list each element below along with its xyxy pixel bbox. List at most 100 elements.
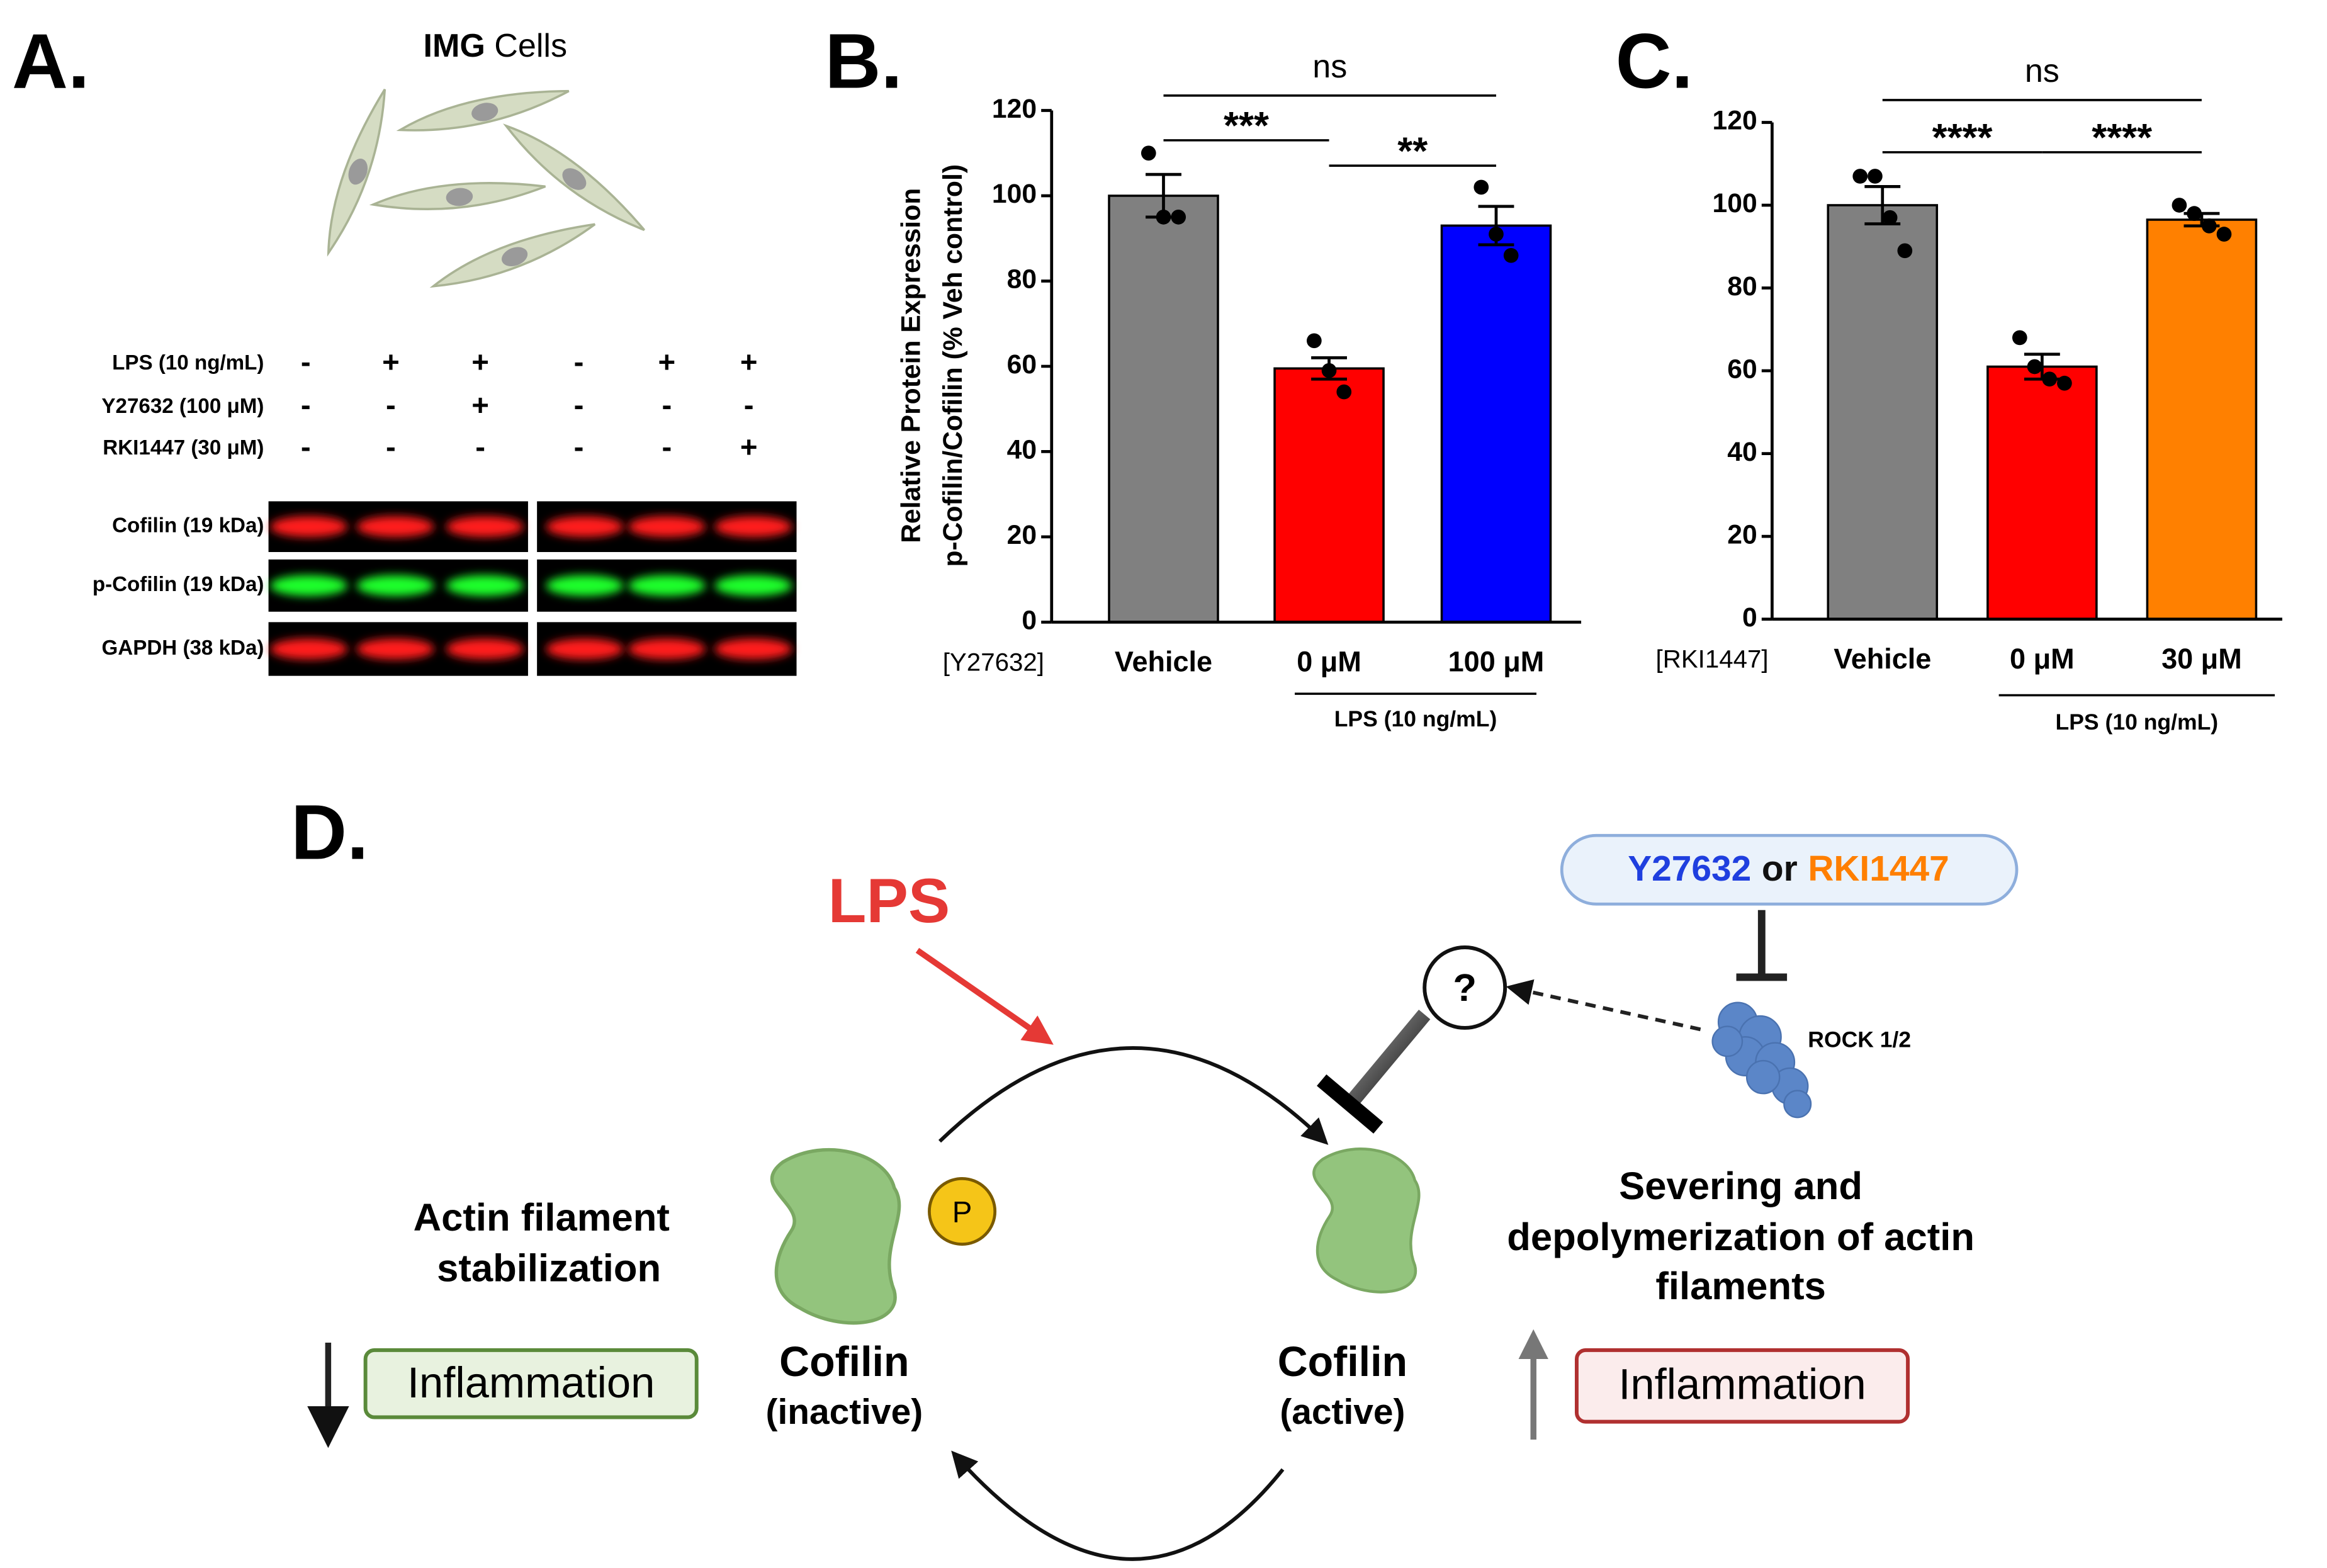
treatment-table: LPS (10 ng/mL) - + + - + + Y27632 (100 μM) - - + - -… (101, 346, 757, 464)
stimulus-arrow (915, 947, 1054, 1045)
cofilin-state: (active) (1280, 1392, 1405, 1432)
data-point (1321, 363, 1337, 378)
y-tick-label: 0 (1022, 606, 1037, 636)
treatment-symbol: + (740, 346, 758, 379)
y-axis-label: p-Cofilin/Cofilin (% Veh control) (938, 164, 968, 567)
outcome-box (363, 1348, 699, 1419)
blot-band (269, 575, 348, 596)
x-tick-label: Vehicle (1834, 643, 1931, 675)
treatment-symbol: - (301, 389, 311, 422)
data-point (1156, 210, 1171, 225)
y-tick-label: 100 (1713, 188, 1757, 218)
cycle-arrow (938, 1046, 1329, 1145)
blot-band (356, 575, 434, 596)
significance-label: ns (2025, 53, 2059, 89)
data-point (1307, 333, 1322, 349)
cell-nucleus (446, 188, 473, 206)
effect-text: stabilization (437, 1247, 661, 1290)
data-point (1852, 169, 1868, 184)
data-point (1503, 247, 1519, 263)
y-tick-label: 80 (1727, 271, 1757, 302)
blot-band (628, 638, 706, 660)
treatment-symbol: - (574, 431, 584, 464)
treatment-name: Y27632 (100 μM) (101, 395, 264, 418)
treatment-symbol: - (475, 431, 485, 464)
cell-nucleus (501, 247, 528, 266)
cell-nucleus (348, 159, 368, 185)
blot-band (269, 516, 348, 538)
panel-d: D. LPS Y27632 or RKI1447 ROCK 1/2 ? P Cofi… (291, 789, 2019, 1561)
treatment-symbol: - (574, 346, 584, 379)
treatment-name: LPS (10 ng/mL) (112, 351, 264, 375)
cofilin-label: Cofilin (779, 1339, 909, 1385)
bar (1986, 365, 2098, 621)
stimulus: LPS (828, 866, 950, 936)
y-tick-label: 60 (1727, 354, 1757, 384)
data-point (1882, 210, 1898, 225)
treatment-symbol: - (386, 431, 396, 464)
inhibitor: RKI1447 (1808, 849, 1949, 889)
panel-label: A. (12, 18, 89, 104)
x-tick-label: 30 μM (2161, 643, 2242, 675)
cofilin-label: Cofilin (1278, 1339, 1407, 1385)
outcome-box (1574, 1348, 1910, 1424)
blot-band (546, 575, 624, 596)
treatment-symbol: - (662, 431, 672, 464)
bar (1108, 195, 1219, 624)
significance-label: **** (1932, 116, 1993, 159)
data-point (1171, 210, 1186, 225)
treatment-symbol: - (662, 389, 672, 422)
outcome-label: Inflammation (407, 1358, 655, 1407)
bar (2146, 218, 2258, 621)
data-point (1473, 179, 1489, 195)
effect-text: Actin filament (414, 1196, 670, 1239)
data-point (2201, 218, 2217, 234)
treatment-symbol: - (574, 389, 584, 422)
bar (1827, 204, 1939, 621)
data-point (2172, 198, 2187, 213)
treatment-symbol: + (658, 346, 675, 379)
cell (503, 123, 645, 232)
blot-label: Cofilin (19 kDa) (112, 514, 264, 537)
treatment-symbol: + (471, 389, 489, 422)
bar (1273, 367, 1385, 624)
treatment-symbol: - (744, 389, 754, 422)
blot-band (446, 516, 524, 538)
inhibitor-pill (1560, 833, 2019, 906)
blot-label: GAPDH (38 kDa) (102, 636, 264, 660)
y-tick-label: 20 (1007, 520, 1037, 550)
phospho-label: P (952, 1196, 972, 1229)
x-tick-label: 0 μM (2010, 643, 2075, 675)
blot-band (269, 638, 348, 660)
data-point (2187, 206, 2202, 221)
cell (369, 182, 546, 210)
cells-illustration (327, 88, 645, 288)
effect-text: filaments (1655, 1265, 1825, 1308)
inhibition-bar (1317, 1074, 1383, 1134)
treatment-name: RKI1447 (30 μM) (103, 436, 264, 460)
y-tick-label: 40 (1727, 437, 1757, 467)
blot-band (628, 575, 706, 596)
unknown-node (1423, 945, 1507, 1030)
rock-protein (1711, 1001, 1812, 1119)
outcome-label: Inflammation (1618, 1360, 1866, 1408)
y-tick-label: 20 (1727, 519, 1757, 550)
panel-title: IMG Cells (424, 28, 568, 64)
data-point (1868, 169, 1883, 184)
y-axis-label: Relative Protein Expression (896, 188, 927, 543)
significance-label: *** (1224, 104, 1269, 147)
blot-band (446, 638, 524, 660)
treatment-symbol: + (471, 346, 489, 379)
x-tick-label: 100 μM (1448, 646, 1545, 678)
group-label: LPS (10 ng/mL) (2056, 709, 2219, 735)
cell (327, 88, 386, 257)
cofilin-active-shape (1312, 1148, 1421, 1294)
cell-nucleus (471, 103, 499, 121)
data-point (2012, 330, 2027, 346)
inhibitors: Y27632 or RKI1447 (1628, 849, 1949, 889)
effect-text: Severing and (1619, 1165, 1862, 1208)
